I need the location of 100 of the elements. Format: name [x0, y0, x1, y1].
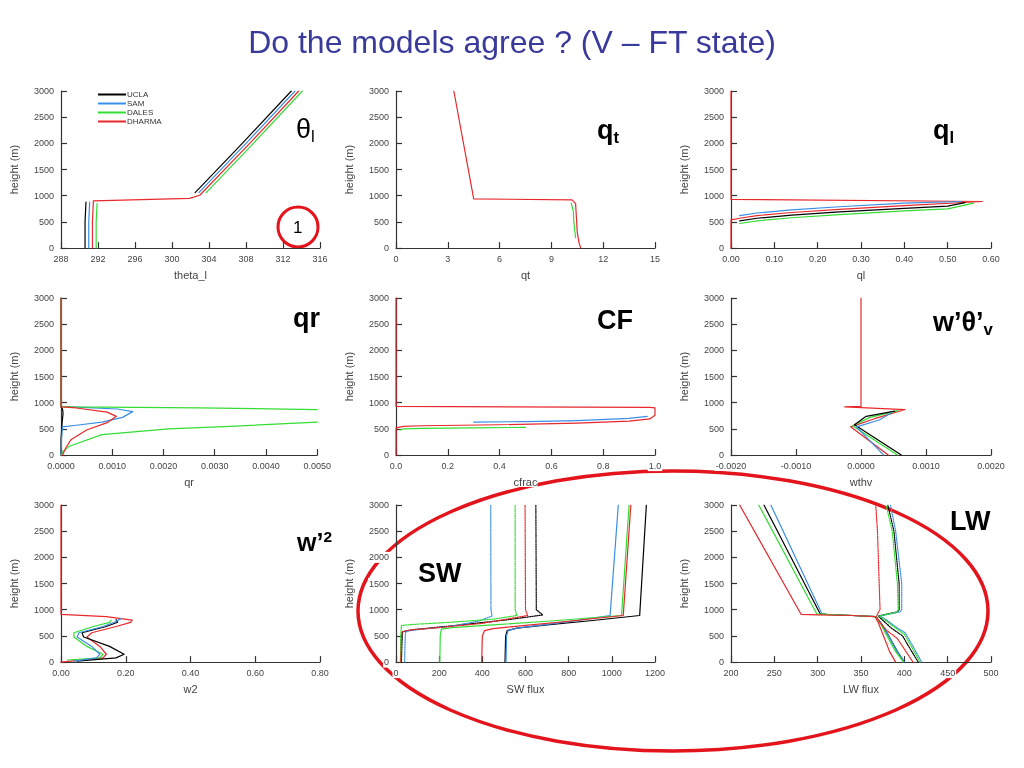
y-tick-label: 2500 — [33, 319, 54, 330]
y-tick-label: 1500 — [703, 371, 724, 382]
y-tick-label: 0 — [48, 243, 54, 254]
annotation: θ$_{l}$ — [296, 114, 315, 147]
x-tick-label: 1200 — [644, 667, 666, 678]
y-axis-title: height (m) — [7, 351, 20, 402]
x-tick-label: 316 — [312, 253, 328, 264]
x-tick-label: 350 — [853, 667, 869, 678]
x-tick-label: 800 — [561, 667, 577, 678]
y-tick-label: 0 — [718, 450, 724, 461]
x-tick-label: 0 — [393, 667, 399, 678]
x-tick-label: 0.60 — [982, 253, 1000, 264]
y-tick-label: 2000 — [703, 345, 724, 356]
y-tick-label: 1500 — [33, 578, 54, 589]
y-axis-title: height (m) — [7, 144, 20, 195]
y-tick-label: 500 — [373, 630, 389, 641]
x-axis-title: w2 — [182, 682, 198, 695]
y-tick-label: 3000 — [703, 500, 724, 510]
y-tick-label: 2500 — [703, 319, 724, 330]
y-tick-label: 2500 — [368, 112, 389, 123]
annotation: w’$^{2}$ — [297, 527, 333, 556]
y-tick-label: 500 — [38, 216, 54, 227]
x-tick-label: -0.0010 — [780, 460, 812, 471]
y-tick-label: 2000 — [368, 345, 389, 356]
x-axis-title: qt — [520, 268, 531, 281]
annotation: w’θ’$_{v}$ — [933, 307, 993, 340]
x-axis-title: SW flux — [506, 682, 545, 695]
x-tick-label: -0.0020 — [715, 460, 747, 471]
x-tick-label: 308 — [238, 253, 254, 264]
y-tick-label: 2500 — [703, 526, 724, 537]
y-tick-label: 1000 — [33, 397, 54, 408]
x-tick-label: 0 — [393, 253, 399, 264]
y-tick-label: 1500 — [368, 371, 389, 382]
y-tick-label: 3000 — [703, 86, 724, 96]
annotation: 1 — [293, 217, 303, 237]
x-tick-label: 0.4 — [493, 460, 506, 471]
y-tick-label: 0 — [383, 243, 389, 254]
annotation: SW — [418, 557, 462, 588]
y-tick-label: 500 — [708, 216, 724, 227]
y-tick-label: 2500 — [33, 112, 54, 123]
x-axis-title: qr — [184, 475, 195, 488]
y-tick-label: 2500 — [368, 526, 389, 537]
y-tick-label: 1000 — [368, 397, 389, 408]
x-tick-label: 1.0 — [648, 460, 662, 471]
x-tick-label: 0.00 — [722, 253, 740, 264]
x-tick-label: 292 — [90, 253, 106, 264]
text: Do the models agree ? (V – FT state) — [247, 23, 777, 62]
y-tick-label: 2000 — [703, 138, 724, 149]
y-tick-label: 3000 — [703, 293, 724, 303]
y-tick-label: 1500 — [703, 578, 724, 589]
y-tick-label: 1500 — [368, 578, 389, 589]
x-tick-label: 0.40 — [895, 253, 914, 264]
y-tick-label: 500 — [373, 423, 389, 434]
x-tick-label: 300 — [810, 667, 826, 678]
y-tick-label: 2000 — [33, 138, 54, 149]
x-axis-title: theta_l — [173, 268, 208, 281]
x-tick-label: 500 — [983, 667, 999, 678]
x-tick-label: 0.0050 — [303, 460, 331, 471]
y-tick-label: 1000 — [703, 397, 724, 408]
y-axis-title: height (m) — [342, 144, 355, 195]
x-tick-label: 0.0000 — [847, 460, 875, 471]
y-tick-label: 500 — [38, 630, 54, 641]
x-tick-label: 304 — [201, 253, 217, 264]
annotation: q$_{t}$ — [597, 115, 620, 148]
y-tick-label: 1000 — [33, 604, 54, 615]
y-axis-title: height (m) — [342, 351, 355, 402]
y-tick-label: 3000 — [33, 293, 54, 303]
y-tick-label: 1000 — [368, 604, 389, 615]
annotation: q$_{l}$ — [933, 115, 955, 148]
y-tick-label: 500 — [38, 423, 54, 434]
x-tick-label: 0.6 — [545, 460, 558, 471]
y-tick-label: 2000 — [33, 552, 54, 563]
x-tick-label: 0.0020 — [977, 460, 1005, 471]
y-tick-label: 3000 — [368, 500, 389, 510]
legend-label: DALES — [127, 108, 154, 117]
y-tick-label: 500 — [373, 216, 389, 227]
x-tick-label: 0.10 — [765, 253, 784, 264]
y-axis-title: height (m) — [7, 558, 20, 609]
x-tick-label: 400 — [896, 667, 912, 678]
x-tick-label: 0.20 — [808, 253, 827, 264]
y-tick-label: 1000 — [703, 190, 724, 201]
x-tick-label: 3 — [445, 253, 451, 264]
y-tick-label: 0 — [48, 450, 54, 461]
y-tick-label: 1500 — [703, 164, 724, 175]
x-tick-label: 0.0010 — [98, 460, 127, 471]
x-tick-label: 0.0010 — [912, 460, 940, 471]
x-tick-label: 0.0030 — [200, 460, 229, 471]
x-tick-label: 0.00 — [52, 667, 70, 678]
x-tick-label: 0.2 — [441, 460, 455, 471]
y-tick-label: 2000 — [368, 138, 389, 149]
x-tick-label: 450 — [940, 667, 956, 678]
y-tick-label: 3000 — [33, 86, 54, 96]
y-axis-title: height (m) — [342, 558, 355, 609]
x-tick-label: 0.50 — [938, 253, 957, 264]
y-tick-label: 3000 — [368, 86, 389, 96]
x-tick-label: 200 — [431, 667, 447, 678]
x-axis-title: ql — [856, 268, 866, 281]
legend-label: DHARMA — [127, 117, 163, 126]
x-tick-label: 0.0 — [389, 460, 403, 471]
x-tick-label: 250 — [766, 667, 782, 678]
